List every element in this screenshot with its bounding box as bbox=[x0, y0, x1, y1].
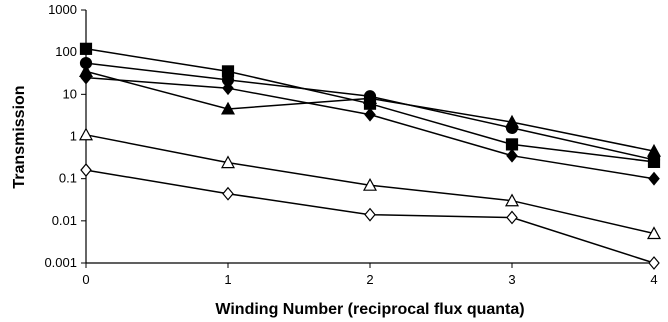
y-tick-label: 1000 bbox=[48, 2, 77, 17]
x-tick-label: 0 bbox=[82, 272, 89, 287]
data-point-triangle bbox=[362, 91, 378, 105]
data-point-triangle bbox=[362, 177, 378, 191]
y-tick-label: 0.001 bbox=[44, 255, 77, 270]
data-point-diamond bbox=[222, 186, 234, 201]
data-point-diamond bbox=[648, 256, 660, 270]
data-point-diamond bbox=[80, 163, 92, 177]
data-point-diamond bbox=[506, 148, 518, 163]
data-point-triangle bbox=[220, 155, 236, 169]
x-tick-label: 1 bbox=[224, 272, 231, 287]
y-axis-title: Transmission bbox=[11, 85, 28, 188]
tick-labels-group: 0.001 0.01 0.1 1 10 100 1000 0 1 2 3 4 bbox=[44, 2, 657, 287]
data-point-triangle bbox=[646, 143, 662, 157]
data-point-triangle bbox=[78, 127, 94, 141]
x-axis-title: Winding Number (reciprocal flux quanta) bbox=[215, 301, 524, 318]
y-tick-label: 1 bbox=[70, 129, 77, 144]
series-markers-group bbox=[78, 42, 662, 270]
data-point-square bbox=[79, 42, 93, 55]
data-point-diamond bbox=[506, 210, 518, 225]
data-point-diamond bbox=[80, 70, 92, 85]
data-point-diamond bbox=[364, 207, 376, 222]
y-tick-label: 100 bbox=[55, 44, 77, 59]
data-point-triangle bbox=[220, 101, 236, 115]
data-point-diamond bbox=[222, 81, 234, 96]
x-tick-label: 3 bbox=[508, 272, 515, 287]
data-point-square bbox=[505, 138, 519, 151]
y-tick-label: 0.1 bbox=[59, 171, 77, 186]
data-point-diamond bbox=[648, 171, 660, 186]
data-point-triangle bbox=[646, 226, 662, 240]
y-tick-label: 0.01 bbox=[52, 213, 77, 228]
data-point-triangle bbox=[504, 193, 520, 207]
x-tick-label: 2 bbox=[366, 272, 373, 287]
plot-area bbox=[86, 10, 654, 263]
y-tick-label: 10 bbox=[63, 86, 77, 101]
data-point-triangle bbox=[504, 114, 520, 128]
x-tick-label: 4 bbox=[650, 272, 657, 287]
data-point-diamond bbox=[364, 107, 376, 122]
